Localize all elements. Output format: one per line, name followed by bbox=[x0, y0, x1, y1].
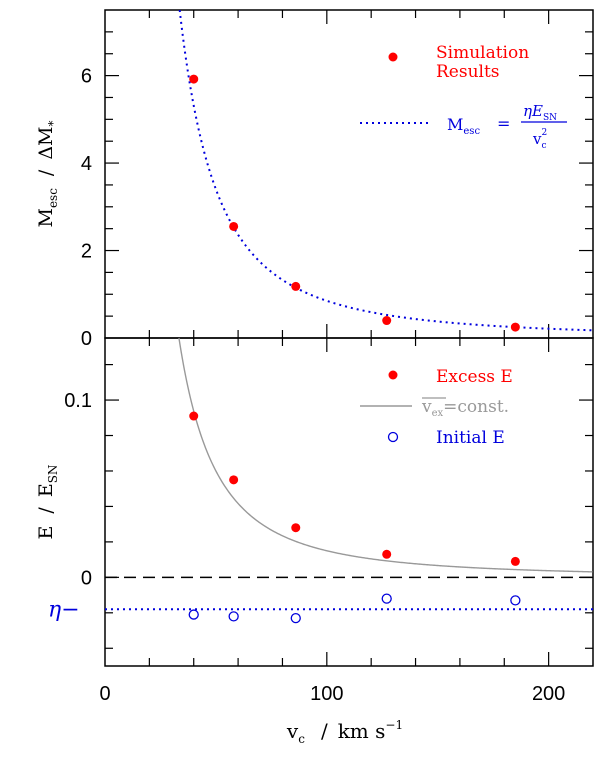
bottom-ticks bbox=[105, 338, 593, 666]
legend-model-num: ηESN bbox=[523, 102, 557, 123]
initial-energy-points bbox=[188, 593, 521, 624]
x-tick-label: 0 bbox=[99, 683, 110, 705]
legend-constant-label: vex=const. bbox=[421, 397, 509, 419]
simulation-point bbox=[510, 322, 520, 332]
legend-simulation-line2: Results bbox=[436, 62, 500, 82]
svg-text:E/ESN: E/ESN bbox=[35, 465, 60, 540]
legend-simulation-marker bbox=[388, 52, 398, 62]
bottom-y-label: E/ESN bbox=[35, 465, 60, 540]
simulation-points bbox=[189, 74, 520, 332]
legend-model-den: vc2 bbox=[532, 128, 547, 151]
bottom-tick-labels: 0 0.1 0 100 200 bbox=[64, 390, 565, 705]
simulation-point bbox=[189, 74, 199, 84]
legend-model-eq: = bbox=[497, 114, 510, 133]
x-tick-label: 200 bbox=[532, 683, 565, 705]
legend-excess-label: Excess E bbox=[436, 367, 513, 387]
x-tick-label: 100 bbox=[310, 683, 343, 705]
top-y-label: Mesc/ΔM* bbox=[35, 120, 60, 227]
initial-energy-point bbox=[188, 609, 199, 620]
simulation-point bbox=[382, 316, 392, 326]
y-tick-label: 2 bbox=[81, 241, 92, 263]
top-legend: Simulation Results Mesc = ηESN vc2 bbox=[360, 43, 567, 151]
excess-energy-point bbox=[229, 475, 239, 485]
top-ticks bbox=[105, 10, 593, 338]
simulation-point bbox=[229, 221, 239, 231]
y-tick-label: 0.1 bbox=[64, 390, 92, 412]
simulation-point bbox=[291, 281, 301, 291]
y-tick-label: 0 bbox=[81, 567, 92, 589]
initial-energy-point bbox=[510, 595, 521, 606]
bottom-legend: Excess E vex=const. Initial E bbox=[360, 367, 513, 448]
excess-energy-point bbox=[189, 411, 199, 421]
y-tick-label: 4 bbox=[81, 153, 92, 175]
initial-energy-point bbox=[290, 612, 301, 624]
legend-model-lhs: Mesc bbox=[447, 115, 480, 137]
legend-initial-marker bbox=[387, 431, 399, 443]
model-curve bbox=[178, 9, 593, 332]
initial-energy-point bbox=[381, 593, 392, 604]
legend-simulation-line1: Simulation bbox=[436, 43, 529, 63]
legend-excess-marker bbox=[388, 370, 398, 380]
bottom-panel-frame bbox=[104, 337, 594, 667]
excess-energy-point bbox=[291, 523, 301, 533]
constant-velocity-curve bbox=[178, 337, 593, 573]
x-axis-label: vc / km s−1 bbox=[286, 718, 403, 746]
svg-text:Mesc/ΔM*: Mesc/ΔM* bbox=[35, 120, 60, 227]
initial-energy-point bbox=[228, 611, 239, 622]
excess-energy-points bbox=[189, 411, 520, 566]
legend-initial-label: Initial E bbox=[436, 428, 505, 448]
y-tick-label: 6 bbox=[81, 66, 92, 88]
eta-label: η− bbox=[48, 597, 80, 622]
top-tick-labels: 0 2 4 6 bbox=[81, 66, 92, 350]
excess-energy-point bbox=[510, 556, 520, 566]
bottom-panel: 0 0.1 0 100 200 η− Excess E vex=const. Initi… bbox=[35, 337, 594, 746]
y-tick-label: 0 bbox=[81, 328, 92, 350]
excess-energy-point bbox=[382, 549, 392, 559]
